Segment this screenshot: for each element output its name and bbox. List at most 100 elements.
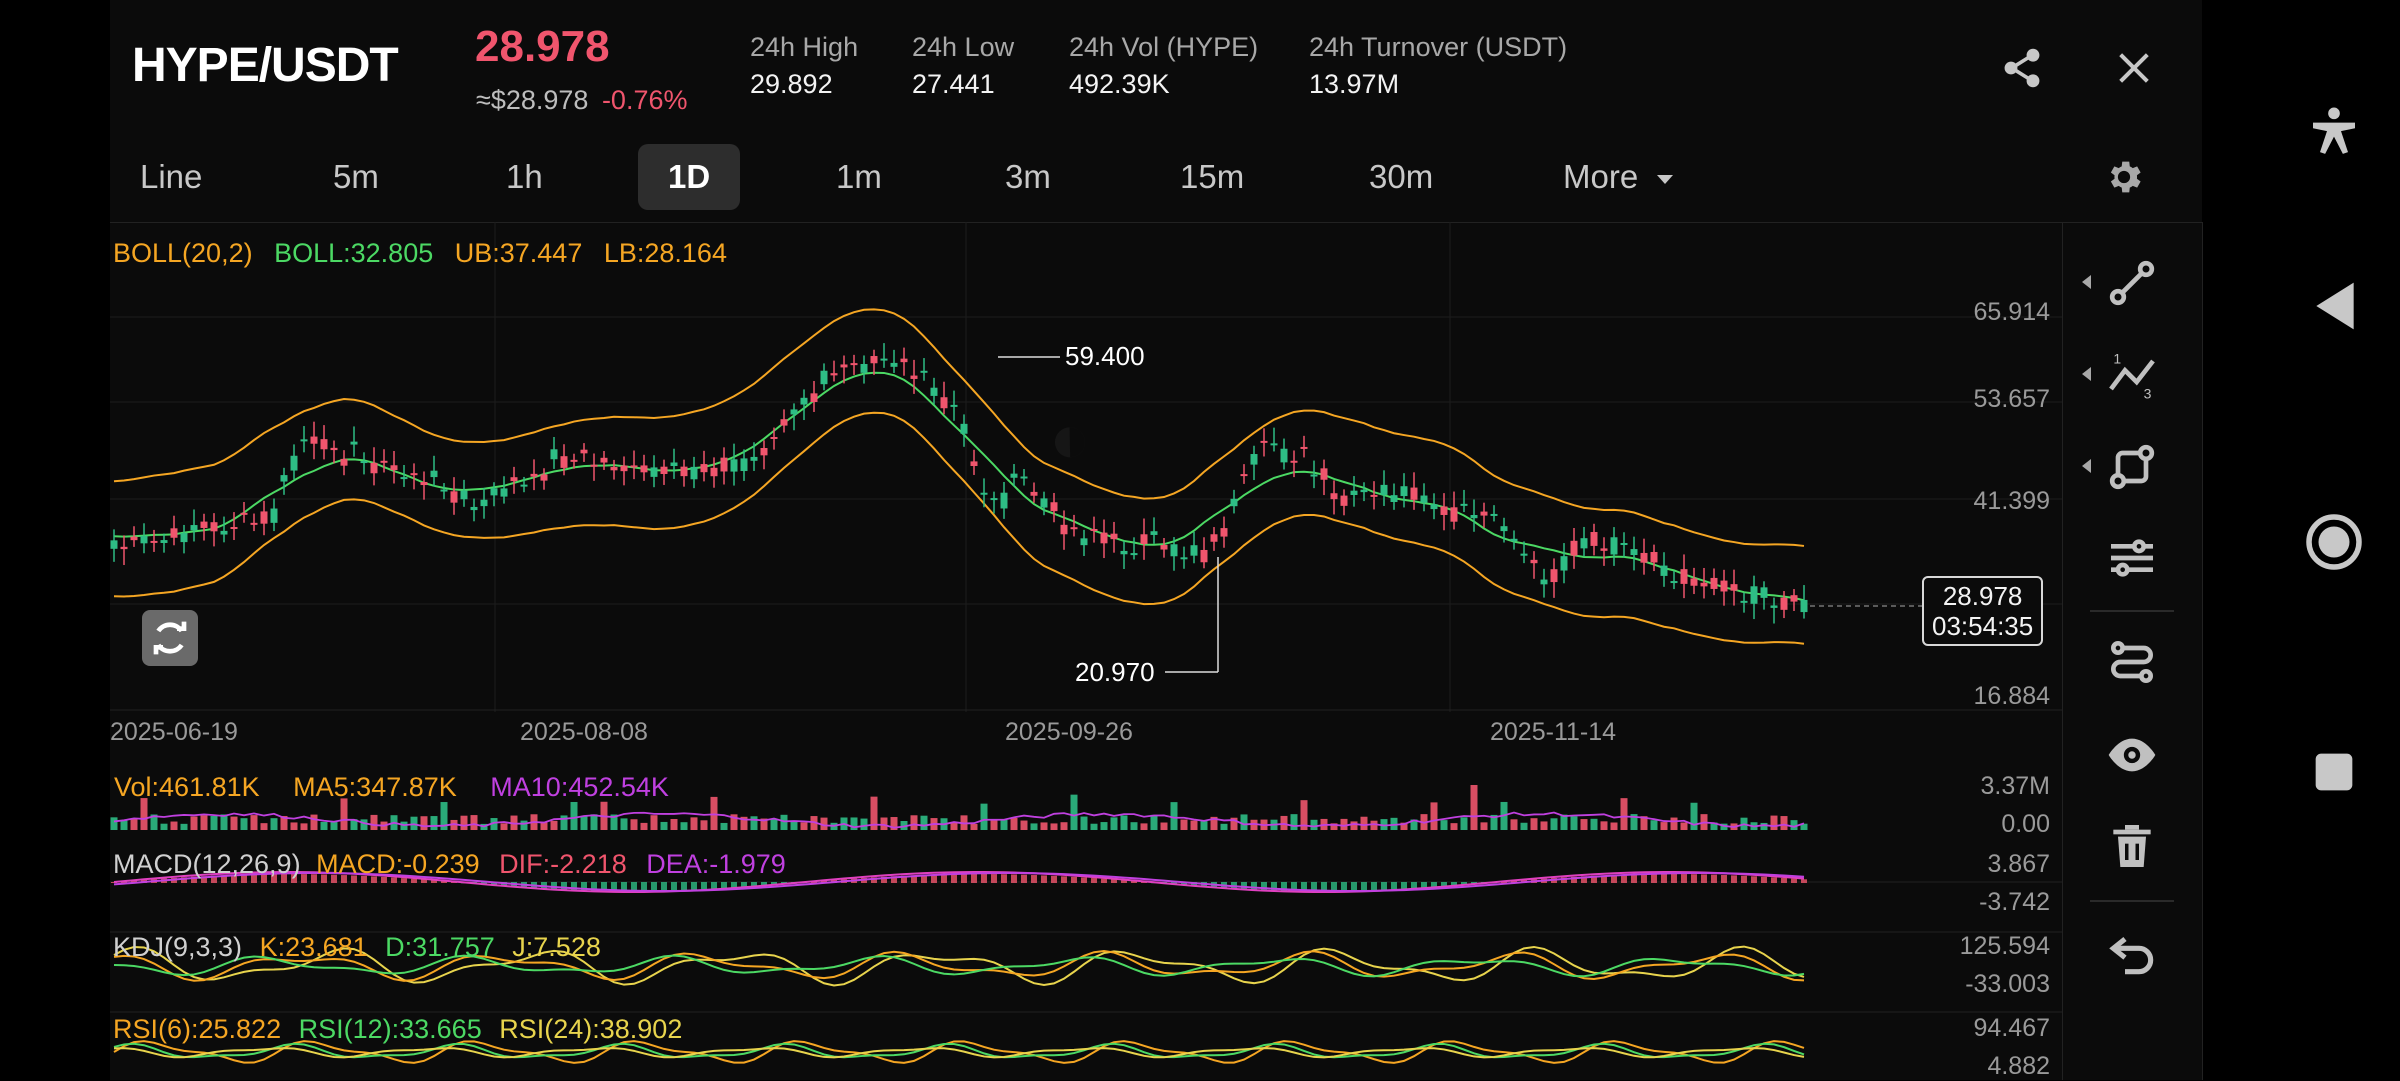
divider [2090, 610, 2174, 612]
macd-bar [1571, 876, 1577, 883]
close-icon[interactable] [2114, 48, 2154, 88]
macd-bar [1671, 874, 1677, 883]
macd-bar [941, 874, 947, 883]
pair-title: HYPE/USDT [132, 39, 399, 92]
share-icon[interactable] [2000, 46, 2044, 90]
candle-body [880, 358, 888, 361]
boll-ub: UB:37.447 [454, 238, 583, 268]
volume-bar [1400, 822, 1408, 830]
volume-bar [690, 817, 698, 830]
volume-bar [740, 816, 748, 830]
macd-bar [1761, 876, 1767, 883]
volume-bar [1250, 819, 1258, 830]
candle-body [360, 461, 368, 464]
tab-5m[interactable]: 5m [333, 158, 379, 195]
line-tool-icon[interactable] [2104, 255, 2160, 311]
macd-bar [551, 882, 557, 890]
volume-bar [1680, 822, 1688, 830]
candle-body [1680, 569, 1688, 584]
candle-body [1070, 527, 1078, 530]
macd-bar [1771, 877, 1777, 883]
candle-body [400, 477, 408, 480]
kline-chart[interactable]: ◐ 59.400 20.970 [110, 222, 2062, 1080]
refresh-icon [153, 621, 187, 655]
macd-bar [821, 880, 827, 883]
more-dropdown[interactable]: More [1533, 144, 1703, 210]
tab-1d[interactable]: 1D [638, 144, 741, 210]
recents-icon[interactable] [2312, 750, 2356, 794]
accessibility-icon[interactable] [2306, 104, 2362, 160]
macd-bar [1291, 882, 1297, 891]
volume-bar [1530, 818, 1538, 830]
path-tool-icon[interactable] [2104, 634, 2160, 690]
candle-body [1260, 440, 1268, 443]
macd-bar [1011, 874, 1017, 883]
macd-bar [741, 882, 747, 888]
candle-body [1080, 538, 1088, 546]
low-marker-label: 20.970 [1075, 657, 1155, 687]
parallel-channel-icon[interactable] [2104, 530, 2160, 586]
macd-bar [1791, 878, 1797, 883]
trash-icon[interactable] [2104, 818, 2160, 874]
tab-1m[interactable]: 1m [836, 158, 882, 195]
macd-bar [911, 875, 917, 883]
candle-body [960, 423, 968, 434]
candle-body [1060, 524, 1068, 535]
macd-bar [901, 875, 907, 883]
macd-bar [1611, 874, 1617, 883]
eye-icon[interactable] [2104, 727, 2160, 783]
volume-bar [330, 821, 338, 830]
candle-body [1230, 498, 1238, 507]
volume-bar [860, 818, 868, 830]
volume-bar [1710, 822, 1718, 830]
macd-dea-line [113, 872, 1805, 892]
volume-bar [1000, 819, 1008, 830]
candle-body [410, 473, 418, 476]
home-icon[interactable] [2304, 512, 2364, 572]
candle-body [310, 436, 318, 444]
volume-bar [680, 822, 688, 830]
volume-bar [180, 823, 188, 830]
macd-bar [1451, 882, 1457, 887]
shape-tool-icon[interactable] [2104, 439, 2160, 495]
volume-bar [1620, 798, 1628, 830]
candle-body [1300, 446, 1308, 449]
candle-body [1750, 586, 1758, 604]
volume-bar [1380, 819, 1388, 830]
candle-body [690, 466, 698, 480]
tab-1h[interactable]: 1h [506, 158, 543, 195]
kdj-d: D:31.757 [385, 932, 495, 962]
back-icon[interactable] [2310, 278, 2360, 334]
volume-bar [710, 796, 718, 830]
boll-upper-line [113, 308, 1805, 547]
macd-bar [1251, 882, 1257, 890]
candle-body [490, 488, 498, 496]
macd-bar [1331, 882, 1337, 891]
candle-body [1500, 526, 1508, 532]
tab-30m[interactable]: 30m [1369, 158, 1434, 195]
candle-body [680, 466, 688, 477]
volume-bar [850, 817, 858, 830]
candle-body [900, 358, 908, 363]
macd-bar [711, 882, 717, 889]
volume-bar [1640, 816, 1648, 830]
gear-icon[interactable] [2103, 156, 2145, 198]
volume-bar [1170, 802, 1178, 830]
tab-line[interactable]: Line [140, 158, 203, 195]
tab-15m[interactable]: 15m [1180, 158, 1245, 195]
reset-chart-button[interactable] [142, 610, 198, 666]
kdj-y-top: 125.594 [1959, 932, 2050, 960]
kdj-j: J:7.528 [512, 932, 601, 962]
candle-body [730, 459, 738, 472]
tab-3m[interactable]: 3m [1005, 158, 1051, 195]
volume-bar [650, 815, 658, 830]
volume-bar [300, 823, 308, 830]
fiat-value: ≈$28.978 [476, 85, 589, 115]
macd-bar [401, 878, 407, 883]
candle-body [1580, 538, 1588, 549]
undo-icon[interactable] [2104, 925, 2160, 981]
volume-bar [270, 818, 278, 830]
volume-bar [1660, 822, 1668, 830]
macd-bar [251, 874, 257, 883]
